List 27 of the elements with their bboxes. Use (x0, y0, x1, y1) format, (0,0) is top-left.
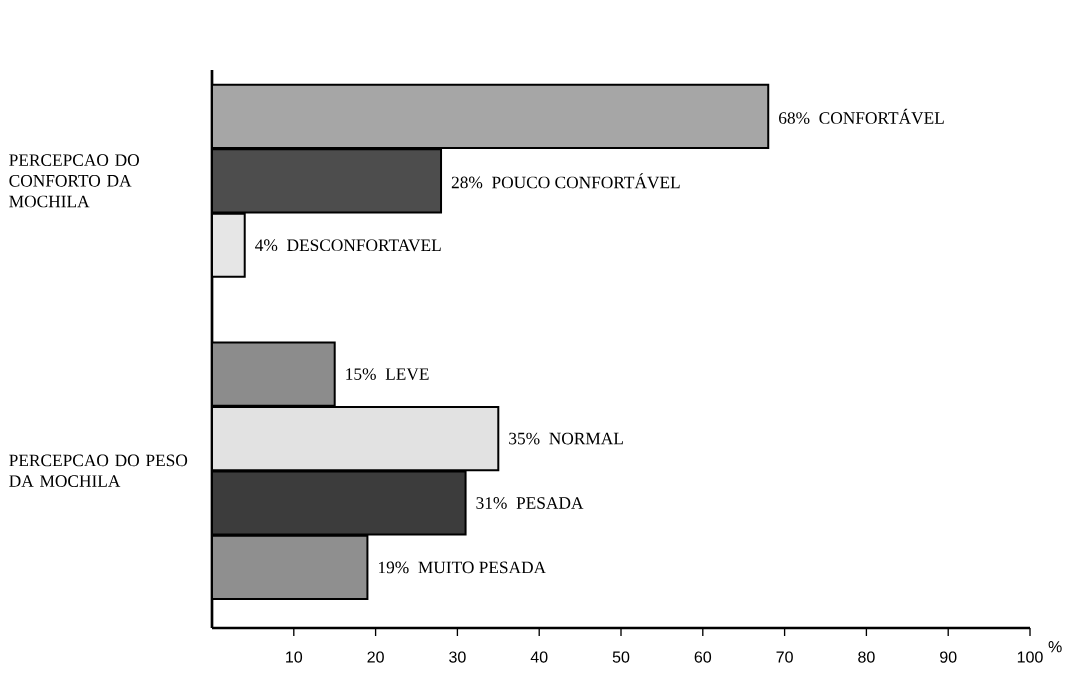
text: PERCEPCAO DO CONFORTO DA MOCHILA (9, 154, 139, 208)
x-axis-title: % (1048, 641, 1062, 653)
x-tick-label: 40 (530, 651, 548, 663)
data-label: 15% (346, 368, 376, 380)
y-tick-label: DESCONFORTAVEL (287, 239, 441, 252)
x-tick-label: 80 (858, 651, 875, 663)
y-tick-label: CONFORTÁVEL (819, 108, 944, 124)
data-label: 68% (779, 112, 810, 124)
x-tick-label: 50 (612, 651, 630, 663)
data-label: 31% (476, 497, 507, 509)
x-tick-label: 100 (1017, 651, 1043, 663)
x-tick-label: 10 (286, 651, 303, 663)
x-tick-label: 60 (694, 651, 712, 663)
y-tick-label: PESADA (516, 497, 584, 509)
data-label: 28% (451, 176, 483, 189)
x-tick-label: 20 (367, 651, 384, 663)
x-tick-label: 30 (449, 651, 466, 663)
data-label: 4% (255, 239, 278, 252)
text: PERCEPCAO DO PESO DA MOCHILA (9, 454, 188, 487)
y-tick-label: POUCO CONFORTÁVEL (492, 173, 680, 189)
y-tick-label: NORMAL (549, 432, 623, 445)
data-label: 35% (509, 432, 540, 445)
y-tick-label: MUITO PESADA (418, 561, 546, 574)
x-tick-label: 90 (940, 651, 957, 663)
x-tick-label: 70 (776, 651, 793, 663)
y-tick-label: LEVE (385, 368, 429, 381)
data-label: 19% (378, 561, 409, 574)
